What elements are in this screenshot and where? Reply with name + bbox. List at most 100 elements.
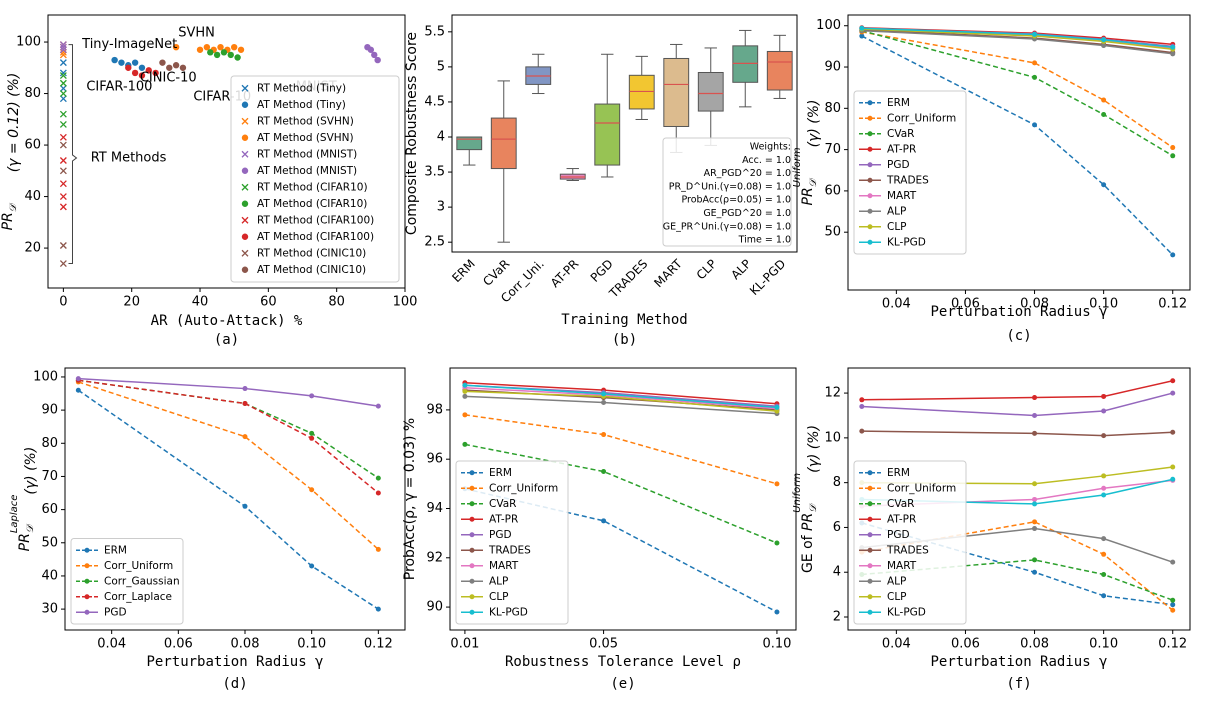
legend-label: ERM (104, 544, 127, 556)
legend-marker (241, 216, 249, 224)
series-point (1170, 597, 1176, 603)
y-tick-label: 5 (437, 59, 445, 74)
series-point (462, 412, 468, 418)
series-point (242, 434, 248, 440)
annotation-text: Acc. = 1.0 (742, 155, 791, 166)
plot-frame (47, 14, 406, 289)
y-tick-label: 98 (426, 402, 443, 417)
y-tick-label: 30 (41, 602, 58, 617)
box (663, 57, 690, 127)
scatter-point (217, 43, 224, 51)
series-point (1170, 153, 1176, 159)
series-line (861, 28, 1173, 51)
legend-label: AT Method (SVHN) (257, 132, 354, 144)
caption: (d) (222, 676, 247, 692)
legend-marker (867, 193, 873, 199)
scatter-point (59, 193, 67, 201)
scatter-point (203, 43, 211, 51)
scatter-point (59, 141, 67, 149)
legend-marker (867, 594, 873, 600)
series-point (1032, 496, 1038, 502)
x-tick-label: KL-PGD (747, 257, 788, 298)
x-tick-label: 0.10 (762, 637, 791, 652)
y-axis-label-part: (γ) (%) (23, 447, 39, 495)
x-tick-label: 0.10 (1089, 297, 1118, 312)
x-axis-label: Robustness Tolerance Level ρ (505, 654, 741, 670)
x-tick-label: MART (651, 256, 685, 290)
plot-frame (847, 367, 1191, 631)
legend-marker (867, 208, 873, 214)
y-axis-label-part: (γ) (%) (806, 100, 822, 148)
scatter-point (59, 43, 67, 51)
y-axis-label-part: Uniform (792, 147, 803, 187)
series-point (309, 393, 315, 399)
legend-label: RT Method (MNIST) (257, 148, 357, 160)
rt-bracket (68, 44, 78, 265)
legend-marker (469, 470, 475, 476)
legend-marker (84, 594, 90, 600)
scatter-point (138, 72, 146, 79)
x-tick-label: 0.08 (1020, 297, 1049, 312)
y-tick-label: 4 (833, 565, 841, 580)
scatter-point (220, 49, 228, 56)
y-tick-label: 60 (824, 183, 841, 198)
series-point (1170, 559, 1176, 565)
legend-marker (241, 266, 249, 273)
y-tick-label: 3.5 (424, 165, 445, 180)
y-axis-label-part: PR (17, 533, 33, 551)
x-tick-label: ERM (449, 257, 477, 285)
legend-label: CVaR (887, 498, 914, 510)
legend-label: KL-PGD (887, 236, 926, 248)
x-tick-label: 0.10 (297, 637, 326, 652)
series-point (1101, 551, 1107, 557)
caption: (a) (214, 332, 239, 348)
series-point (462, 388, 468, 394)
y-tick-label: 70 (41, 469, 58, 484)
legend-marker (867, 131, 873, 137)
legend-marker (84, 578, 90, 584)
plot-frame (451, 14, 798, 253)
y-axis-label-part: (γ = 0.12) (%) (6, 73, 22, 173)
legend-marker (867, 239, 873, 245)
box (697, 71, 724, 112)
x-tick-label: 0.10 (1089, 637, 1118, 652)
y-axis-label-part: GE of (800, 531, 816, 573)
y-tick-label: 2.5 (424, 235, 445, 250)
y-tick-label: 60 (41, 502, 58, 517)
scatter-point (59, 59, 67, 67)
legend-label: AT Method (MNIST) (257, 165, 357, 177)
y-tick-label: 92 (426, 550, 443, 565)
legend-marker (84, 563, 90, 569)
caption: (e) (610, 676, 635, 692)
legend-marker (867, 532, 873, 538)
scatter-point (59, 41, 67, 49)
box (490, 117, 517, 170)
series-point (859, 397, 865, 403)
legend-marker (241, 117, 249, 125)
series-point (1101, 182, 1107, 188)
series-point (1032, 569, 1038, 575)
legend-marker (241, 233, 249, 240)
y-tick-label: 2 (833, 610, 841, 625)
series-point (1032, 557, 1038, 563)
legend-label: ALP (489, 575, 508, 587)
series-point (601, 400, 607, 406)
y-tick-label: 3 (437, 200, 445, 215)
scatter-point (118, 59, 125, 66)
x-tick-label: 100 (393, 295, 418, 310)
annotation: CINIC-10 (140, 71, 197, 86)
y-axis-label: PR𝒟 Uniform(γ = 0.12) (%) (0, 73, 22, 231)
x-tick-label: 0.04 (97, 637, 126, 652)
legend-box (70, 538, 184, 625)
annotation-text: Time = 1.0 (738, 235, 791, 246)
legend-label: AT-PR (887, 143, 916, 155)
series-point (309, 430, 315, 436)
series-line (861, 35, 1174, 256)
legend-label: CLP (887, 591, 907, 603)
scatter-point (59, 203, 67, 211)
legend-marker (241, 200, 249, 207)
series-line (861, 521, 1174, 611)
x-axis-label: Perturbation Radius γ (146, 654, 323, 670)
legend-label: ALP (887, 205, 906, 217)
x-tick-label: 20 (123, 295, 140, 310)
